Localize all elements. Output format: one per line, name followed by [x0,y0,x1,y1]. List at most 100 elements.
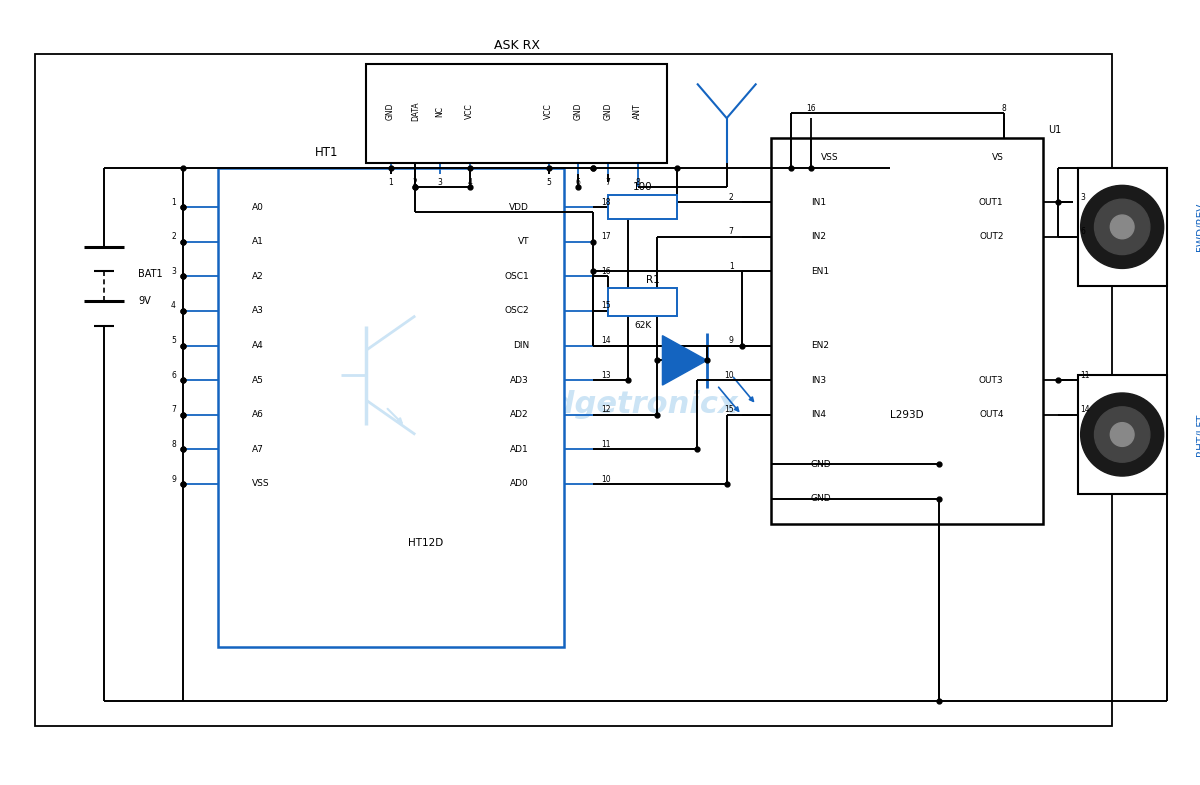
Text: 3: 3 [1081,193,1086,202]
Text: GND: GND [811,460,832,469]
Circle shape [292,291,460,459]
Text: 8: 8 [172,440,176,449]
Text: A7: A7 [252,445,264,454]
Text: VS: VS [991,153,1003,162]
Text: 11: 11 [1081,371,1090,380]
Text: 10: 10 [601,474,611,484]
Text: 6: 6 [576,178,581,187]
Text: L293D: L293D [890,410,924,420]
Polygon shape [662,336,707,385]
Text: 8: 8 [635,178,640,187]
Circle shape [1081,393,1164,476]
Text: 16: 16 [806,104,816,113]
Circle shape [1110,422,1134,447]
Text: EN2: EN2 [811,341,829,350]
Circle shape [1094,407,1150,462]
Text: A4: A4 [252,341,264,350]
Text: HT12D: HT12D [408,539,443,548]
Text: VSS: VSS [821,153,839,162]
Text: 1: 1 [388,178,392,187]
Text: A3: A3 [252,306,264,316]
Text: AD1: AD1 [510,445,529,454]
Text: GND: GND [574,103,583,120]
Bar [1078,167,1166,287]
Text: OSC1: OSC1 [504,272,529,281]
Text: 2: 2 [728,193,733,202]
Text: 5: 5 [546,178,551,187]
Text: FWD/REV: FWD/REV [1196,203,1200,251]
Text: 8: 8 [1001,104,1006,113]
Text: 1: 1 [172,198,176,206]
Text: OUT3: OUT3 [979,376,1003,385]
Text: 14: 14 [601,336,611,345]
Text: GND: GND [386,103,395,120]
Text: 15: 15 [724,405,733,414]
Text: VCC: VCC [466,104,474,119]
Text: 18: 18 [601,198,611,206]
Text: OUT2: OUT2 [979,232,1003,241]
Text: VCC: VCC [545,104,553,119]
Text: 7: 7 [172,405,176,414]
Text: 15: 15 [601,301,611,311]
Bar [217,167,564,647]
Text: 4: 4 [172,301,176,311]
Text: 3: 3 [172,267,176,276]
Text: R1: R1 [646,276,660,285]
Text: AD2: AD2 [510,411,529,419]
Text: VT: VT [517,237,529,246]
Bar [608,288,677,316]
Text: 17: 17 [601,232,611,241]
Text: VDD: VDD [509,203,529,212]
Text: 14: 14 [1081,405,1091,414]
Text: 9: 9 [172,474,176,484]
Text: 4: 4 [467,178,472,187]
Text: 6: 6 [1081,228,1086,236]
Text: AD3: AD3 [510,376,529,385]
Text: 7: 7 [728,228,733,236]
Text: 12: 12 [601,405,611,414]
Text: DIN: DIN [512,341,529,350]
Circle shape [1094,199,1150,254]
Bar [35,54,1112,726]
Text: A1: A1 [252,237,264,246]
Bar [772,138,1043,524]
Text: 62K: 62K [634,321,652,330]
Text: VSS: VSS [252,480,270,488]
Text: ANT: ANT [634,104,642,119]
Text: Gadgetronicx: Gadgetronicx [508,390,738,419]
Text: A2: A2 [252,272,264,281]
Circle shape [1081,185,1164,268]
Text: DATA: DATA [410,101,420,121]
Text: 9: 9 [728,336,733,345]
Bar [1078,375,1166,494]
Text: A6: A6 [252,411,264,419]
Text: 2: 2 [172,232,176,241]
Text: 2: 2 [413,178,418,187]
Text: OUT4: OUT4 [979,411,1003,419]
Text: 13: 13 [601,371,611,380]
Text: IN1: IN1 [811,198,826,206]
Text: OUT1: OUT1 [979,198,1003,206]
Text: IN4: IN4 [811,411,826,419]
Text: OSC2: OSC2 [504,306,529,316]
Text: BAT1: BAT1 [138,269,163,279]
Text: AD0: AD0 [510,480,529,488]
Text: GND: GND [604,103,612,120]
Text: 100: 100 [632,182,653,192]
Text: 9V: 9V [138,296,151,306]
Text: EN1: EN1 [811,267,829,276]
Text: IN3: IN3 [811,376,826,385]
Bar [366,64,667,162]
Text: 1: 1 [728,262,733,271]
Text: RHT/LFT: RHT/LFT [1196,414,1200,456]
Text: IN2: IN2 [811,232,826,241]
Text: GND: GND [811,495,832,503]
Text: 6: 6 [172,371,176,380]
Text: 16: 16 [601,267,611,276]
Text: U1: U1 [1048,125,1061,135]
Text: 3: 3 [438,178,443,187]
Text: NC: NC [436,106,444,117]
Bar [608,195,677,219]
Circle shape [1110,215,1134,239]
Text: A0: A0 [252,203,264,212]
